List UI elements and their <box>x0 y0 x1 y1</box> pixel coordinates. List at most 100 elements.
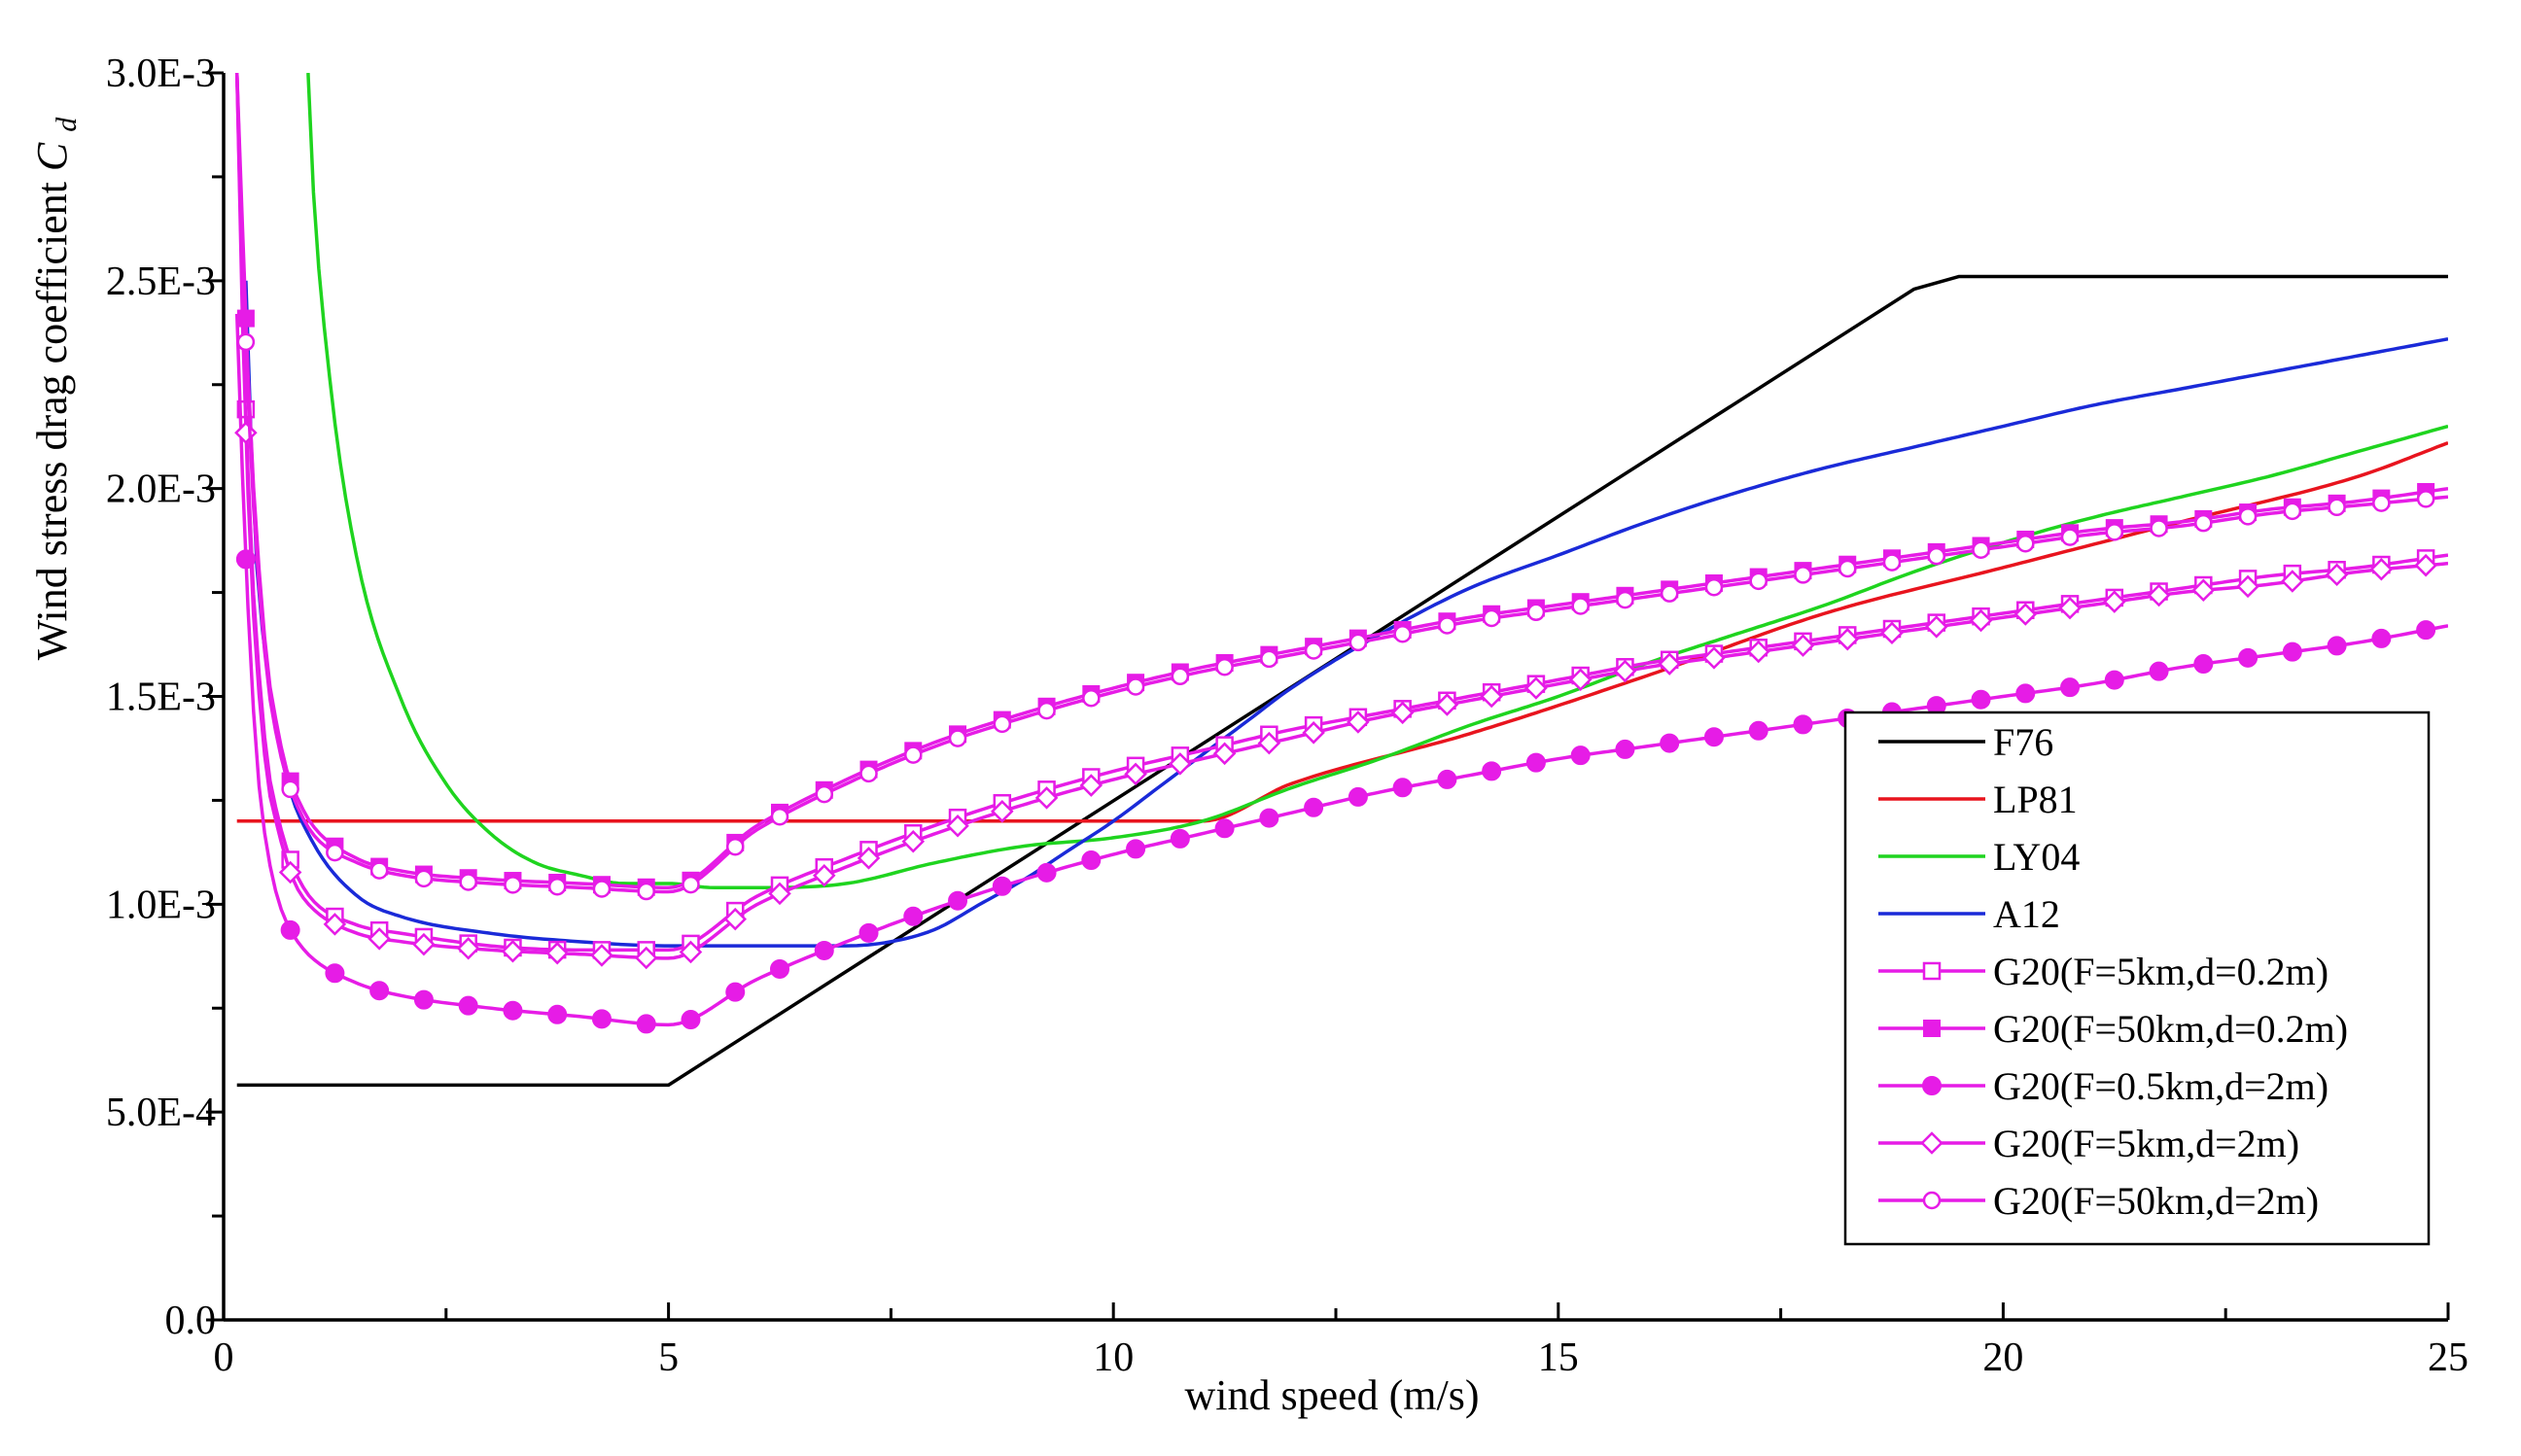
data-point <box>1570 745 1591 766</box>
data-point <box>1348 786 1368 807</box>
data-point <box>2414 553 2437 577</box>
data-point <box>1171 667 1190 686</box>
data-point <box>504 876 522 894</box>
data-point <box>2236 574 2259 599</box>
data-point <box>768 882 791 906</box>
y-axis-title: Wind stress drag coefficient C d <box>28 117 83 661</box>
series-8 <box>234 73 2448 901</box>
y-axis-title-subscript: d <box>51 117 83 132</box>
series-6 <box>234 313 2448 1034</box>
series-line <box>236 440 2448 823</box>
data-point <box>1393 624 1412 643</box>
data-point <box>591 1009 612 1029</box>
data-point <box>369 861 389 880</box>
data-point <box>634 946 658 970</box>
x-tick-label: 10 <box>1093 1335 1134 1380</box>
data-point <box>2105 523 2124 541</box>
data-point <box>903 906 924 926</box>
data-point <box>2238 507 2258 526</box>
data-point <box>1437 769 1457 789</box>
data-point <box>1524 676 1548 700</box>
x-tick-label: 20 <box>1982 1335 2023 1380</box>
data-point <box>1749 572 1768 591</box>
data-point <box>1304 641 1323 660</box>
data-point <box>1390 701 1415 725</box>
data-point <box>2194 513 2213 533</box>
data-point <box>280 919 300 940</box>
series-line <box>244 280 2448 948</box>
y-tick-label: 1.0E-3 <box>106 883 216 927</box>
series-7 <box>234 73 2448 970</box>
legend-marker <box>1920 1131 1943 1155</box>
y-tick-label: 2.0E-3 <box>106 468 216 512</box>
data-point <box>1702 646 1726 670</box>
data-point <box>1660 584 1679 603</box>
data-point <box>992 876 1012 896</box>
legend-marker <box>1922 1076 1942 1095</box>
data-point <box>948 729 967 747</box>
x-tick-label: 5 <box>658 1335 679 1380</box>
x-tick-label: 15 <box>1538 1335 1579 1380</box>
legend-item: LY04 <box>1878 835 2080 879</box>
data-point <box>2150 519 2168 537</box>
y-tick-label: 3.0E-3 <box>106 52 216 96</box>
data-point <box>725 982 746 1002</box>
data-point <box>1034 786 1059 810</box>
data-point <box>1838 559 1857 578</box>
data-point <box>2371 628 2392 648</box>
data-point <box>325 963 345 984</box>
data-point <box>1304 797 1324 817</box>
data-point <box>326 843 344 862</box>
data-point <box>2104 670 2124 690</box>
data-point <box>1079 774 1103 797</box>
data-point <box>1660 733 1680 753</box>
data-point <box>1746 640 1770 664</box>
legend: F76 LP81 LY04 A12 G20(F=5km,d=0.2m) G20(F=50k… <box>1843 711 2431 1246</box>
data-point <box>2282 641 2302 662</box>
data-point <box>901 830 926 853</box>
data-point <box>1081 850 1102 871</box>
data-point <box>1126 839 1146 859</box>
data-point <box>2238 647 2258 668</box>
data-point <box>723 907 748 931</box>
data-point <box>1435 693 1459 716</box>
legend-item: G20(F=0.5km,d=2m) <box>1878 1064 2328 1108</box>
data-point <box>1525 752 1546 773</box>
data-point <box>1880 621 1904 645</box>
legend-item: G20(F=5km,d=2m) <box>1878 1122 2299 1165</box>
data-point <box>991 800 1014 823</box>
data-point <box>815 784 834 804</box>
data-point <box>1260 649 1278 669</box>
data-point <box>1037 701 1056 720</box>
data-point <box>1124 762 1147 786</box>
data-point <box>946 814 969 838</box>
data-point <box>1438 616 1456 635</box>
data-point <box>1748 720 1768 741</box>
data-point <box>545 941 569 965</box>
data-point <box>679 940 703 964</box>
data-point <box>1348 633 1368 652</box>
series-2 <box>306 73 2448 889</box>
data-point <box>1927 546 1946 566</box>
series-line <box>236 274 2448 1088</box>
data-point <box>1302 721 1325 745</box>
axes-layer: 0 5 10 15 20 25 0.0 5.0E-4 1.0E-3 1.5E-3 2.0E-3 2.5… <box>106 52 2468 1380</box>
data-point <box>859 764 878 783</box>
data-point <box>1615 739 1635 759</box>
data-point <box>1347 711 1370 734</box>
data-point <box>2369 557 2394 581</box>
data-point <box>1126 677 1145 696</box>
series-0 <box>236 274 2448 1088</box>
data-point <box>281 780 299 799</box>
legend-label: G20(F=50km,d=2m) <box>1993 1179 2319 1223</box>
data-point <box>2372 494 2391 512</box>
data-point <box>2327 636 2347 656</box>
data-point <box>1972 540 1990 559</box>
data-point <box>1259 808 1279 828</box>
legend-marker <box>1923 1020 1941 1037</box>
data-point <box>236 332 256 352</box>
data-point <box>1526 603 1546 622</box>
data-point <box>812 863 836 887</box>
legend-item: LP81 <box>1878 778 2078 821</box>
